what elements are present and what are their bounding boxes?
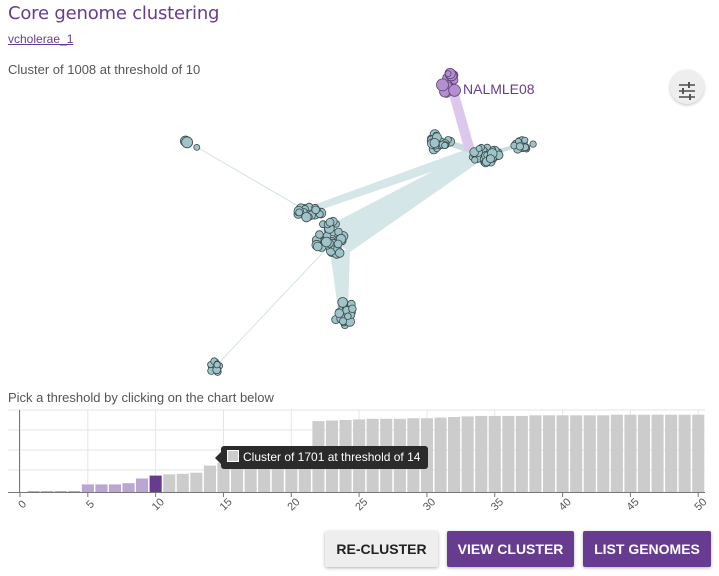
- threshold-bar[interactable]: [27, 491, 40, 492]
- threshold-bar[interactable]: [461, 416, 474, 492]
- threshold-bar[interactable]: [81, 484, 94, 492]
- network-node[interactable]: [193, 144, 201, 151]
- threshold-bar[interactable]: [122, 483, 135, 492]
- network-node[interactable]: [311, 205, 321, 215]
- threshold-bar[interactable]: [176, 473, 189, 492]
- network-node[interactable]: [486, 154, 495, 164]
- network-node[interactable]: [181, 136, 194, 149]
- page-title: Core genome clustering: [8, 3, 220, 24]
- highlighted-node[interactable]: [448, 84, 461, 97]
- recluster-button[interactable]: RE-CLUSTER: [325, 531, 438, 567]
- network-node[interactable]: [325, 217, 335, 227]
- network-node[interactable]: [515, 142, 525, 151]
- chart-tooltip: Cluster of 1701 at threshold of 14: [214, 446, 429, 469]
- x-tick-label: 20: [285, 496, 302, 513]
- network-node[interactable]: [348, 304, 357, 313]
- threshold-bar[interactable]: [258, 462, 271, 492]
- threshold-bar[interactable]: [448, 417, 461, 492]
- threshold-bar[interactable]: [54, 491, 67, 492]
- network-node[interactable]: [335, 248, 345, 258]
- threshold-bar[interactable]: [190, 472, 203, 492]
- network-node[interactable]: [529, 140, 537, 148]
- network-node[interactable]: [295, 208, 304, 217]
- network-node[interactable]: [312, 241, 323, 252]
- threshold-bar[interactable]: [597, 415, 610, 492]
- threshold-bar[interactable]: [163, 474, 176, 492]
- x-tick-label: 45: [625, 496, 642, 513]
- threshold-bar[interactable]: [665, 414, 678, 492]
- threshold-bar[interactable]: [41, 491, 54, 492]
- network-node[interactable]: [344, 312, 352, 320]
- network-nodes: [179, 129, 537, 376]
- x-tick-label: 50: [692, 496, 709, 513]
- highlighted-node[interactable]: [436, 78, 449, 92]
- x-tick-label: 10: [150, 496, 167, 513]
- threshold-bar[interactable]: [95, 484, 108, 492]
- tooltip-text: Cluster of 1701 at threshold of 14: [243, 450, 421, 464]
- network-node[interactable]: [441, 141, 449, 150]
- threshold-bar[interactable]: [651, 414, 664, 492]
- highlight-nodes: [436, 68, 461, 98]
- x-tick-label: 5: [84, 498, 97, 511]
- x-tick-label: 25: [353, 496, 370, 513]
- threshold-bar[interactable]: [624, 414, 637, 492]
- threshold-bar[interactable]: [285, 461, 298, 493]
- network-node[interactable]: [213, 361, 221, 369]
- threshold-bar[interactable]: [149, 475, 162, 492]
- x-tick-label: 15: [218, 496, 235, 513]
- highlight-edges: [445, 80, 475, 152]
- network-node[interactable]: [321, 236, 332, 248]
- threshold-bar[interactable]: [678, 414, 691, 492]
- threshold-bar[interactable]: [217, 462, 230, 492]
- threshold-bar[interactable]: [68, 491, 81, 492]
- threshold-bar[interactable]: [108, 484, 121, 492]
- network-edges: [187, 137, 521, 369]
- view-cluster-button[interactable]: VIEW CLUSTER: [447, 531, 574, 567]
- threshold-bar[interactable]: [136, 478, 149, 493]
- network-node[interactable]: [301, 212, 312, 223]
- network-node[interactable]: [334, 308, 344, 319]
- threshold-bar[interactable]: [434, 417, 447, 492]
- network-node[interactable]: [315, 230, 324, 239]
- network-node[interactable]: [337, 297, 349, 308]
- threshold-bar[interactable]: [556, 415, 569, 492]
- threshold-chart[interactable]: 0 5 10 15 20 25 30 35 40 45 50: [0, 405, 719, 520]
- threshold-bar[interactable]: [570, 415, 583, 492]
- network-node[interactable]: [471, 156, 479, 164]
- network-node[interactable]: [521, 136, 529, 144]
- threshold-bar[interactable]: [543, 415, 556, 492]
- threshold-caption: Pick a threshold by clicking on the char…: [8, 390, 274, 405]
- cluster-caption: Cluster of 1008 at threshold of 10: [8, 62, 201, 77]
- x-tick-label: 35: [489, 496, 506, 513]
- x-tick-label: 30: [421, 496, 438, 513]
- network-node[interactable]: [333, 239, 343, 249]
- x-tick-label: 40: [557, 496, 574, 513]
- network-graph[interactable]: NALMLE08: [0, 60, 719, 390]
- network-node[interactable]: [338, 317, 347, 326]
- node-label: NALMLE08: [463, 81, 535, 97]
- threshold-bar[interactable]: [475, 415, 488, 492]
- network-node[interactable]: [475, 145, 483, 152]
- threshold-bar[interactable]: [203, 465, 216, 492]
- tooltip-swatch: [227, 450, 239, 462]
- threshold-bar[interactable]: [231, 462, 244, 492]
- network-node[interactable]: [429, 138, 440, 149]
- threshold-bar[interactable]: [610, 414, 623, 492]
- threshold-bar[interactable]: [502, 415, 515, 492]
- threshold-bar[interactable]: [529, 415, 542, 492]
- x-tick-label: 0: [16, 498, 29, 511]
- threshold-bar[interactable]: [488, 415, 501, 492]
- threshold-bar[interactable]: [692, 414, 705, 492]
- threshold-bar[interactable]: [583, 415, 596, 492]
- threshold-bar[interactable]: [515, 415, 528, 492]
- highlighted-node[interactable]: [444, 70, 452, 78]
- threshold-bar[interactable]: [271, 462, 284, 492]
- threshold-bar[interactable]: [637, 414, 650, 492]
- chart-bars[interactable]: [27, 414, 705, 493]
- threshold-bar[interactable]: [244, 462, 257, 492]
- genome-link[interactable]: vcholerae_1: [8, 32, 74, 46]
- list-genomes-button[interactable]: LIST GENOMES: [583, 531, 711, 567]
- sliders-icon: [679, 81, 695, 100]
- settings-button[interactable]: [670, 70, 704, 104]
